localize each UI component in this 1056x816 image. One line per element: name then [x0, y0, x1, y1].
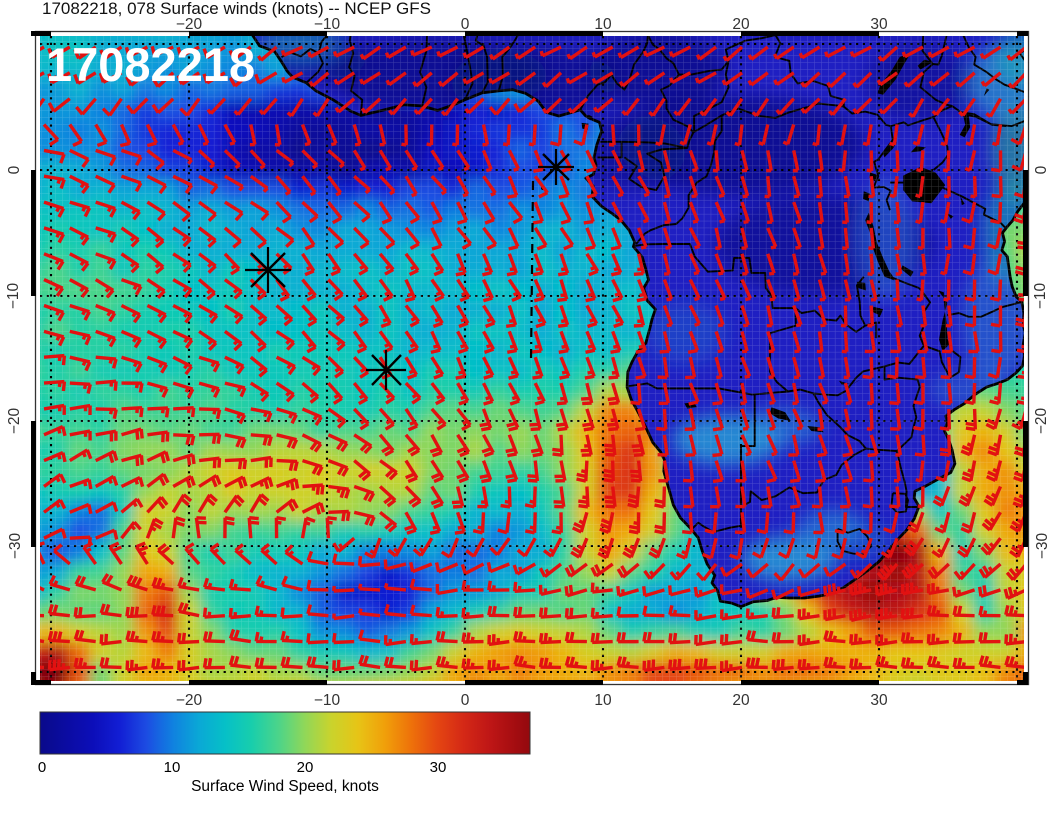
svg-text:20: 20	[732, 16, 750, 33]
svg-text:10: 10	[594, 16, 612, 33]
svg-text:0: 0	[461, 16, 470, 33]
svg-text:−20: −20	[1033, 407, 1050, 434]
svg-text:0: 0	[6, 165, 23, 174]
svg-text:30: 30	[430, 759, 447, 776]
svg-text:0: 0	[461, 692, 470, 709]
svg-text:−30: −30	[7, 532, 24, 559]
svg-text:−30: −30	[1034, 532, 1051, 559]
svg-text:Surface Wind Speed, knots: Surface Wind Speed, knots	[191, 778, 379, 795]
svg-text:−10: −10	[314, 16, 341, 33]
svg-text:30: 30	[870, 16, 888, 33]
svg-text:10: 10	[164, 759, 181, 776]
svg-text:20: 20	[732, 692, 750, 709]
svg-text:−10: −10	[5, 282, 22, 309]
svg-text:−10: −10	[1032, 282, 1049, 309]
svg-text:0: 0	[38, 759, 46, 776]
svg-text:−20: −20	[176, 16, 203, 33]
svg-text:0: 0	[1033, 165, 1050, 174]
svg-text:17082218, 078 Surface winds (k: 17082218, 078 Surface winds (knots) -- N…	[42, 0, 431, 18]
svg-text:10: 10	[594, 692, 612, 709]
svg-text:20: 20	[297, 759, 314, 776]
svg-text:30: 30	[870, 692, 888, 709]
svg-text:−20: −20	[176, 692, 203, 709]
svg-text:−20: −20	[6, 407, 23, 434]
svg-text:−10: −10	[314, 692, 341, 709]
svg-text:17082218: 17082218	[46, 38, 255, 91]
